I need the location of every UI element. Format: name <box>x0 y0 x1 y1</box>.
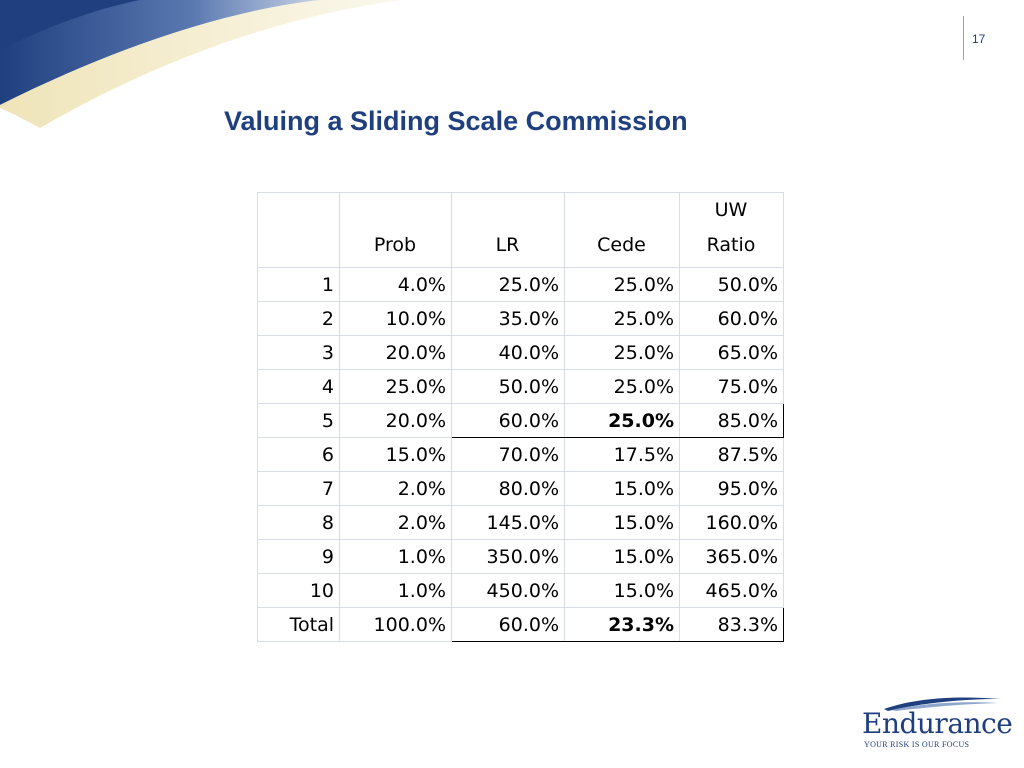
cell-prob: 1.0% <box>339 573 452 608</box>
cell-uw-ratio: 85.0% <box>679 403 784 438</box>
cell-prob: 25.0% <box>339 369 452 404</box>
cell-uw-ratio: 60.0% <box>679 301 784 336</box>
cell-uw-ratio: 65.0% <box>679 335 784 370</box>
cell-prob: 4.0% <box>339 267 452 302</box>
cell-lr: 25.0% <box>451 267 565 302</box>
cell-cede: 17.5% <box>564 437 680 472</box>
cell-cede-bold: 25.0% <box>564 403 680 438</box>
cell-scenario: 6 <box>257 437 340 472</box>
table-row: 7 2.0% 80.0% 15.0% 95.0% <box>257 471 784 506</box>
header-uw-top: UW <box>714 199 748 221</box>
table-row: 6 15.0% 70.0% 17.5% 87.5% <box>257 437 784 472</box>
table-row: 2 10.0% 35.0% 25.0% 60.0% <box>257 301 784 336</box>
page-number: 17 <box>972 32 986 46</box>
cell-prob: 10.0% <box>339 301 452 336</box>
cell-cede: 25.0% <box>564 301 680 336</box>
cell-total-cede-bold: 23.3% <box>564 607 680 642</box>
cell-scenario: 3 <box>257 335 340 370</box>
cell-total-uw-ratio: 83.3% <box>679 607 784 642</box>
cell-prob: 2.0% <box>339 471 452 506</box>
corner-swoosh-graphic <box>0 0 400 128</box>
cell-cede: 15.0% <box>564 505 680 540</box>
cell-lr: 35.0% <box>451 301 565 336</box>
cell-scenario: 1 <box>257 267 340 302</box>
table-header-row: Prob LR Cede UW Ratio <box>257 192 784 268</box>
cell-uw-ratio: 160.0% <box>679 505 784 540</box>
cell-total-label: Total <box>257 607 340 642</box>
cell-cede: 25.0% <box>564 335 680 370</box>
cell-lr: 80.0% <box>451 471 565 506</box>
logo-wordmark: Endurance <box>862 707 1013 740</box>
cell-total-lr: 60.0% <box>451 607 565 642</box>
cell-uw-ratio: 95.0% <box>679 471 784 506</box>
cell-scenario: 2 <box>257 301 340 336</box>
cell-prob: 1.0% <box>339 539 452 574</box>
cell-total-prob: 100.0% <box>339 607 452 642</box>
logo-tagline: YOUR RISK IS OUR FOCUS <box>864 740 970 749</box>
cell-lr: 450.0% <box>451 573 565 608</box>
cell-cede: 25.0% <box>564 369 680 404</box>
table-row: 8 2.0% 145.0% 15.0% 160.0% <box>257 505 784 540</box>
page-number-divider: 17 <box>963 16 985 60</box>
header-cell-blank <box>257 192 340 268</box>
table-row: 1 4.0% 25.0% 25.0% 50.0% <box>257 267 784 302</box>
cell-cede: 15.0% <box>564 573 680 608</box>
cell-prob: 2.0% <box>339 505 452 540</box>
cell-uw-ratio: 75.0% <box>679 369 784 404</box>
table-total-row: Total 100.0% 60.0% 23.3% 83.3% <box>257 607 784 642</box>
cell-lr: 40.0% <box>451 335 565 370</box>
cell-scenario: 5 <box>257 403 340 438</box>
cell-prob: 20.0% <box>339 403 452 438</box>
table-row: 3 20.0% 40.0% 25.0% 65.0% <box>257 335 784 370</box>
cell-lr: 145.0% <box>451 505 565 540</box>
header-uw-bottom: Ratio <box>706 234 756 256</box>
slide-title: Valuing a Sliding Scale Commission <box>224 106 688 136</box>
cell-scenario: 8 <box>257 505 340 540</box>
cell-lr: 350.0% <box>451 539 565 574</box>
cell-uw-ratio: 87.5% <box>679 437 784 472</box>
cell-lr: 50.0% <box>451 369 565 404</box>
header-uw-ratio: UW Ratio <box>679 192 784 268</box>
logo-arc-icon <box>884 697 1000 711</box>
cell-scenario: 4 <box>257 369 340 404</box>
table-row: 10 1.0% 450.0% 15.0% 465.0% <box>257 573 784 608</box>
header-cede: Cede <box>564 192 680 268</box>
cell-scenario: 10 <box>257 573 340 608</box>
cell-scenario: 9 <box>257 539 340 574</box>
cell-cede: 15.0% <box>564 539 680 574</box>
table-row-highlighted: 5 20.0% 60.0% 25.0% 85.0% <box>257 403 784 438</box>
sliding-scale-table: Prob LR Cede UW Ratio 1 4.0% 25.0% 25.0% … <box>257 192 784 642</box>
cell-scenario: 7 <box>257 471 340 506</box>
cell-uw-ratio: 465.0% <box>679 573 784 608</box>
cell-lr: 60.0% <box>451 403 565 438</box>
endurance-logo: Endurance YOUR RISK IS OUR FOCUS <box>862 695 1013 755</box>
cell-cede: 15.0% <box>564 471 680 506</box>
header-lr: LR <box>451 192 565 268</box>
cell-lr: 70.0% <box>451 437 565 472</box>
table-row: 4 25.0% 50.0% 25.0% 75.0% <box>257 369 784 404</box>
cell-prob: 15.0% <box>339 437 452 472</box>
cell-prob: 20.0% <box>339 335 452 370</box>
header-prob: Prob <box>339 192 452 268</box>
cell-uw-ratio: 365.0% <box>679 539 784 574</box>
cell-uw-ratio: 50.0% <box>679 267 784 302</box>
table-row: 9 1.0% 350.0% 15.0% 365.0% <box>257 539 784 574</box>
cell-cede: 25.0% <box>564 267 680 302</box>
